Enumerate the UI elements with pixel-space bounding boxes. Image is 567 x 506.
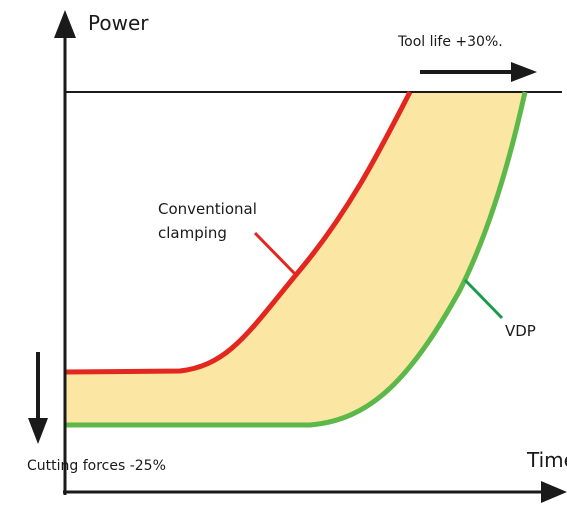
x-axis-label: Time — [526, 448, 567, 472]
conventional-leader — [253, 231, 299, 278]
vdp-leader — [463, 278, 504, 320]
cutting-forces-label: Cutting forces -25% — [27, 458, 166, 474]
y-axis-label: Power — [88, 11, 149, 35]
vdp-curve — [65, 91, 528, 428]
y-axis-arrow — [54, 10, 76, 38]
conventional-label: clamping — [158, 224, 227, 242]
improvement-area — [65, 92, 525, 425]
tool-life-label: Tool life +30%. — [397, 34, 503, 50]
tool-life-arrowhead — [511, 62, 537, 82]
conventional-curve — [64, 90, 413, 375]
forces-arrowhead — [28, 418, 48, 444]
conventional-label: Conventional — [158, 200, 257, 218]
vdp-label: VDP — [505, 322, 536, 340]
x-axis-arrow — [541, 481, 567, 503]
